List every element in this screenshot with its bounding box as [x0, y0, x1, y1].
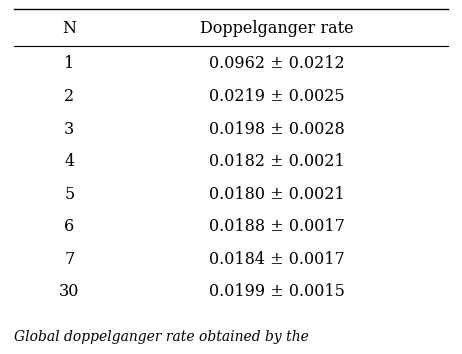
- Text: 4: 4: [64, 153, 74, 170]
- Text: 2: 2: [64, 88, 74, 105]
- Text: 0.0184 ± 0.0017: 0.0184 ± 0.0017: [209, 251, 345, 268]
- Text: 0.0219 ± 0.0025: 0.0219 ± 0.0025: [209, 88, 345, 105]
- Text: 0.0198 ± 0.0028: 0.0198 ± 0.0028: [209, 121, 345, 138]
- Text: 0.0188 ± 0.0017: 0.0188 ± 0.0017: [209, 218, 345, 235]
- Text: 5: 5: [64, 186, 74, 203]
- Text: N: N: [62, 20, 76, 37]
- Text: 6: 6: [64, 218, 74, 235]
- Text: 3: 3: [64, 121, 74, 138]
- Text: 7: 7: [64, 251, 74, 268]
- Text: 30: 30: [59, 284, 79, 301]
- Text: 0.0199 ± 0.0015: 0.0199 ± 0.0015: [209, 284, 345, 301]
- Text: 0.0182 ± 0.0021: 0.0182 ± 0.0021: [209, 153, 345, 170]
- Text: 0.0180 ± 0.0021: 0.0180 ± 0.0021: [209, 186, 345, 203]
- Text: Global doppelganger rate obtained by the: Global doppelganger rate obtained by the: [14, 330, 309, 344]
- Text: 0.0962 ± 0.0212: 0.0962 ± 0.0212: [209, 56, 345, 73]
- Text: Doppelganger rate: Doppelganger rate: [201, 20, 354, 37]
- Text: 1: 1: [64, 56, 74, 73]
